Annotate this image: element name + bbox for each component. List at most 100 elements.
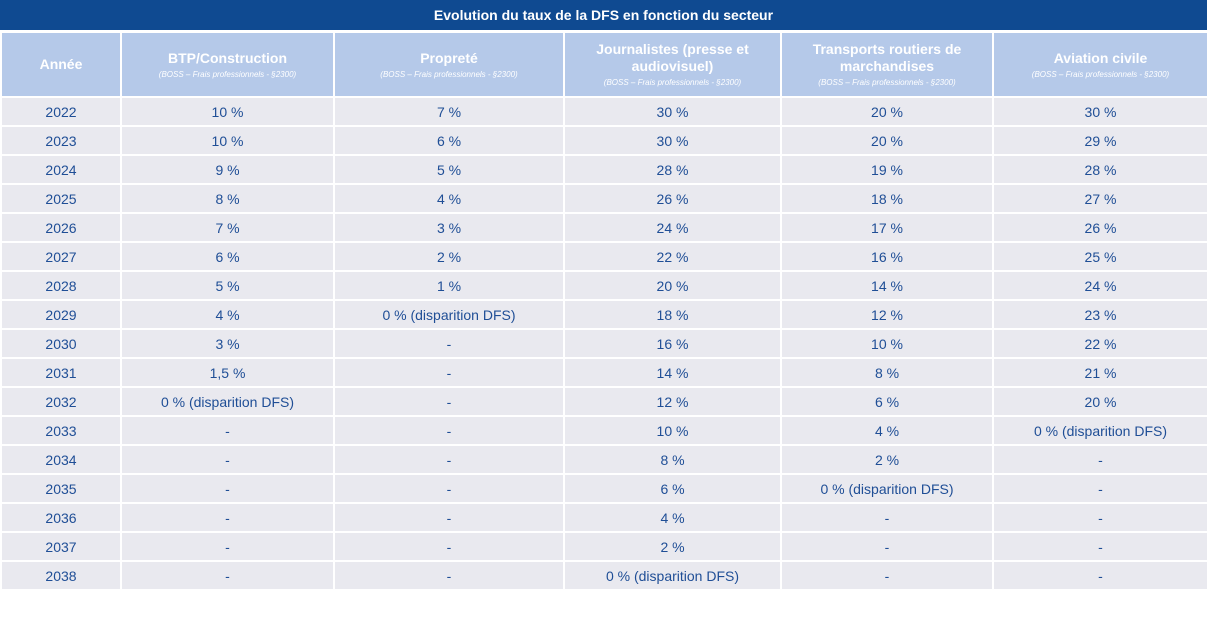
cell-proprete: 7 %: [333, 96, 565, 127]
cell-btp: -: [120, 560, 335, 591]
cell-btp: 10 %: [120, 125, 335, 156]
header-proprete-ref: (BOSS – Frais professionnels - §2300): [380, 69, 518, 79]
cell-transports: 0 % (disparition DFS): [780, 473, 994, 504]
cell-year: 2023: [0, 125, 122, 156]
cell-btp: 3 %: [120, 328, 335, 359]
cell-journalistes: 22 %: [563, 241, 782, 272]
cell-btp: 0 % (disparition DFS): [120, 386, 335, 417]
header-transports: Transports routiers de marchandises (BOS…: [780, 31, 994, 98]
cell-btp: -: [120, 502, 335, 533]
cell-proprete: -: [333, 560, 565, 591]
cell-year: 2033: [0, 415, 122, 446]
cell-aviation: 30 %: [992, 96, 1207, 127]
cell-journalistes: 4 %: [563, 502, 782, 533]
cell-proprete: 1 %: [333, 270, 565, 301]
table-row: 2030 3 % -16 % 10 % 22 %: [0, 328, 1207, 359]
table-row: 2027 6 % 2 % 22 % 16 % 25 %: [0, 241, 1207, 272]
cell-year: 2031: [0, 357, 122, 388]
cell-year: 2027: [0, 241, 122, 272]
cell-year: 2030: [0, 328, 122, 359]
header-proprete: Propreté (BOSS – Frais professionnels - …: [333, 31, 565, 98]
cell-btp: 1,5 %: [120, 357, 335, 388]
cell-journalistes: 18 %: [563, 299, 782, 330]
table-row: 2035- -6 % 0 % (disparition DFS) -: [0, 473, 1207, 504]
cell-aviation: 25 %: [992, 241, 1207, 272]
cell-transports: 10 %: [780, 328, 994, 359]
cell-proprete: -: [333, 473, 565, 504]
table-row: 2022 10 % 7 % 30 % 20 % 30 %: [0, 96, 1207, 127]
cell-btp: -: [120, 415, 335, 446]
table-row: 2033- -10 % 4 % 0 % (disparition DFS): [0, 415, 1207, 446]
cell-btp: 7 %: [120, 212, 335, 243]
cell-year: 2026: [0, 212, 122, 243]
cell-proprete: 2 %: [333, 241, 565, 272]
cell-btp: 10 %: [120, 96, 335, 127]
cell-transports: -: [780, 560, 994, 591]
cell-proprete: 3 %: [333, 212, 565, 243]
cell-aviation: -: [992, 560, 1207, 591]
cell-aviation: 27 %: [992, 183, 1207, 214]
table-row: 2023 10 % 6 % 30 % 20 % 29 %: [0, 125, 1207, 156]
cell-year: 2028: [0, 270, 122, 301]
header-aviation-ref: (BOSS – Frais professionnels - §2300): [1031, 69, 1170, 79]
cell-btp: 5 %: [120, 270, 335, 301]
header-aviation-label: Aviation civile: [1053, 49, 1148, 66]
cell-transports: 14 %: [780, 270, 994, 301]
cell-proprete: -: [333, 328, 565, 359]
cell-transports: 2 %: [780, 444, 994, 475]
cell-proprete: -: [333, 357, 565, 388]
cell-transports: -: [780, 502, 994, 533]
cell-transports: 12 %: [780, 299, 994, 330]
cell-proprete: 0 % (disparition DFS): [333, 299, 565, 330]
cell-transports: -: [780, 531, 994, 562]
table-row: 2025 8 % 4 % 26 % 18 % 27 %: [0, 183, 1207, 214]
table-title: Evolution du taux de la DFS en fonction …: [0, 0, 1207, 30]
cell-proprete: -: [333, 531, 565, 562]
cell-btp: 8 %: [120, 183, 335, 214]
cell-aviation: 28 %: [992, 154, 1207, 185]
cell-year: 2029: [0, 299, 122, 330]
header-transports-label: Transports routiers de marchandises: [812, 41, 962, 74]
header-btp-ref: (BOSS – Frais professionnels - §2300): [158, 69, 297, 79]
header-proprete-label: Propreté: [420, 49, 478, 66]
cell-btp: 6 %: [120, 241, 335, 272]
cell-aviation: 20 %: [992, 386, 1207, 417]
header-btp: BTP/Construction (BOSS – Frais professio…: [120, 31, 335, 98]
table-row: 2031 1,5 % -14 % 8 % 21 %: [0, 357, 1207, 388]
cell-year: 2034: [0, 444, 122, 475]
cell-transports: 19 %: [780, 154, 994, 185]
cell-year: 2024: [0, 154, 122, 185]
cell-btp: 4 %: [120, 299, 335, 330]
cell-transports: 18 %: [780, 183, 994, 214]
cell-journalistes: 24 %: [563, 212, 782, 243]
header-aviation: Aviation civile (BOSS – Frais profession…: [992, 31, 1207, 98]
table-row: 2034- -8 % 2 % -: [0, 444, 1207, 475]
cell-transports: 17 %: [780, 212, 994, 243]
cell-aviation: 23 %: [992, 299, 1207, 330]
cell-aviation: -: [992, 473, 1207, 504]
cell-journalistes: 2 %: [563, 531, 782, 562]
cell-proprete: 5 %: [333, 154, 565, 185]
cell-journalistes: 16 %: [563, 328, 782, 359]
table-row: 2032 0 % (disparition DFS) -12 % 6 % 20 %: [0, 386, 1207, 417]
cell-year: 2032: [0, 386, 122, 417]
cell-aviation: 22 %: [992, 328, 1207, 359]
cell-transports: 16 %: [780, 241, 994, 272]
cell-journalistes: 8 %: [563, 444, 782, 475]
cell-proprete: 4 %: [333, 183, 565, 214]
cell-aviation: 26 %: [992, 212, 1207, 243]
header-year-label: Année: [39, 56, 83, 72]
header-journalistes-ref: (BOSS – Frais professionnels - §2300): [603, 78, 742, 87]
cell-proprete: -: [333, 415, 565, 446]
cell-btp: 9 %: [120, 154, 335, 185]
table-row: 2026 7 % 3 % 24 % 17 % 26 %: [0, 212, 1207, 243]
cell-btp: -: [120, 473, 335, 504]
table-body: 2022 10 % 7 % 30 % 20 % 30 % 2023 10 % 6 % 30 % 20…: [0, 96, 1207, 591]
cell-btp: -: [120, 531, 335, 562]
header-transports-ref: (BOSS – Frais professionnels - §2300): [818, 78, 956, 87]
cell-aviation: -: [992, 531, 1207, 562]
cell-journalistes: 14 %: [563, 357, 782, 388]
cell-proprete: 6 %: [333, 125, 565, 156]
header-btp-label: BTP/Construction: [168, 49, 287, 66]
cell-journalistes: 20 %: [563, 270, 782, 301]
